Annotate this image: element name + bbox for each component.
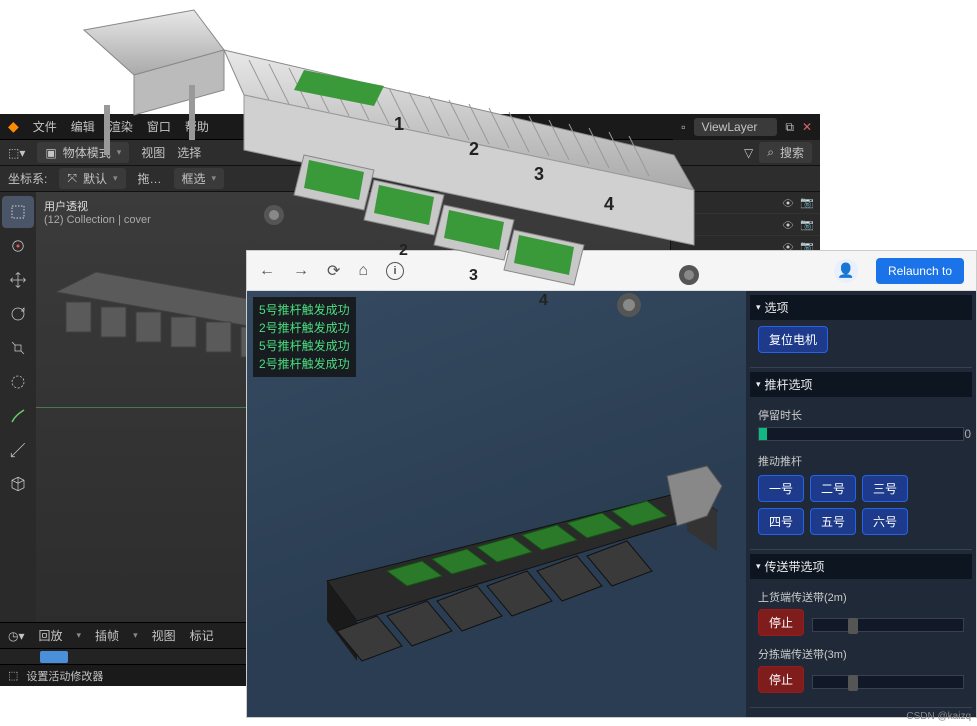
log-line: 2号推杆触发成功: [259, 355, 350, 373]
relaunch-button[interactable]: Relaunch to: [876, 258, 964, 284]
push-label: 推动推杆: [758, 453, 964, 469]
pusher-6-button[interactable]: 六号: [862, 508, 908, 535]
svg-text:4: 4: [604, 194, 614, 214]
watermark: CSDN @kaizq: [906, 711, 971, 722]
slider-handle[interactable]: [848, 675, 858, 691]
blender-tool-shelf: [0, 192, 36, 622]
svg-text:3: 3: [469, 267, 478, 284]
pusher-3-button[interactable]: 三号: [862, 475, 908, 502]
tool-annotate[interactable]: [2, 400, 34, 432]
camera-icon[interactable]: 📷: [800, 196, 814, 209]
tool-transform[interactable]: [2, 366, 34, 398]
blender-logo-icon: ◆: [8, 118, 19, 135]
belt1-speed-slider[interactable]: [812, 618, 964, 632]
section-header[interactable]: 推杆选项: [750, 372, 972, 397]
section-header[interactable]: 传送带选项: [750, 554, 972, 579]
belt2-speed-slider[interactable]: [812, 675, 964, 689]
search-icon: ⌕: [767, 145, 774, 160]
tool-select[interactable]: [2, 196, 34, 228]
editor-type-icon[interactable]: ⬚▾: [8, 146, 25, 160]
object-mode-icon: ▣: [45, 146, 56, 160]
section-header[interactable]: 选项: [750, 295, 972, 320]
chevron-down-icon: ▾: [133, 630, 138, 641]
profile-avatar-icon[interactable]: 👤: [834, 259, 858, 283]
machine-3d-render: [267, 431, 727, 691]
menu-file[interactable]: 文件: [33, 118, 57, 135]
close-icon[interactable]: ✕: [802, 120, 812, 134]
filter-icon[interactable]: ▽: [744, 146, 753, 160]
webgl-viewport[interactable]: 5号推杆触发成功 2号推杆触发成功 5号推杆触发成功 2号推杆触发成功: [247, 291, 746, 717]
panel-section-pusher: 推杆选项 停留时长 0 推动推杆 一号 二号 三号 四号 五号: [750, 372, 972, 550]
status-text: 设置活动修改器: [26, 668, 103, 684]
browser-body: 5号推杆触发成功 2号推杆触发成功 5号推杆触发成功 2号推杆触发成功: [247, 291, 976, 717]
tool-cursor[interactable]: [2, 230, 34, 262]
coord-label: 坐标系:: [8, 170, 47, 187]
svg-text:2: 2: [399, 242, 408, 259]
timeline-view[interactable]: 视图: [152, 627, 176, 644]
belt1-stop-button[interactable]: 停止: [758, 609, 804, 636]
search-field[interactable]: ⌕ 搜索: [759, 142, 812, 163]
panel-section-reset: 选项 复位电机: [750, 295, 972, 368]
mouse-icon: ⬚: [8, 669, 18, 682]
timeline-playback[interactable]: 回放: [39, 627, 63, 644]
svg-text:1: 1: [394, 114, 404, 134]
chevron-down-icon: ▾: [77, 630, 82, 641]
pusher-5-button[interactable]: 五号: [810, 508, 856, 535]
svg-text:2: 2: [469, 139, 479, 159]
svg-text:3: 3: [534, 164, 544, 184]
pusher-1-button[interactable]: 一号: [758, 475, 804, 502]
reset-motor-button[interactable]: 复位电机: [758, 326, 828, 353]
pusher-4-button[interactable]: 四号: [758, 508, 804, 535]
camera-icon[interactable]: 📷: [800, 218, 814, 231]
copy-icon[interactable]: ⧉: [785, 120, 794, 135]
stay-duration-slider[interactable]: 0: [758, 427, 964, 441]
belt2-label: 分拣端传送带(3m): [758, 646, 964, 662]
control-panel: 选项 复位电机 推杆选项 停留时长 0 推动推杆 一号 二号: [746, 291, 976, 717]
svg-text:4: 4: [539, 292, 548, 309]
timeline-marker[interactable]: 标记: [190, 627, 214, 644]
belt1-label: 上货端传送带(2m): [758, 589, 964, 605]
search-placeholder: 搜索: [780, 144, 804, 161]
stay-duration-label: 停留时长: [758, 407, 964, 423]
slider-handle[interactable]: [848, 618, 858, 634]
pusher-2-button[interactable]: 二号: [810, 475, 856, 502]
tool-rotate[interactable]: [2, 298, 34, 330]
panel-section-belt: 传送带选项 上货端传送带(2m) 停止 分拣端传送带(3m) 停止: [750, 554, 972, 708]
belt2-stop-button[interactable]: 停止: [758, 666, 804, 693]
playhead[interactable]: [40, 651, 68, 663]
machine-photo: 1 2 3 4 2 3 4: [74, 0, 714, 350]
timeline-keying[interactable]: 插帧: [95, 627, 119, 644]
tool-addcube[interactable]: [2, 468, 34, 500]
tool-move[interactable]: [2, 264, 34, 296]
slider-value: 0: [964, 427, 971, 441]
timeline-editor-icon[interactable]: ◷▾: [8, 629, 25, 643]
tool-scale[interactable]: [2, 332, 34, 364]
tool-measure[interactable]: [2, 434, 34, 466]
slider-fill: [759, 428, 767, 440]
